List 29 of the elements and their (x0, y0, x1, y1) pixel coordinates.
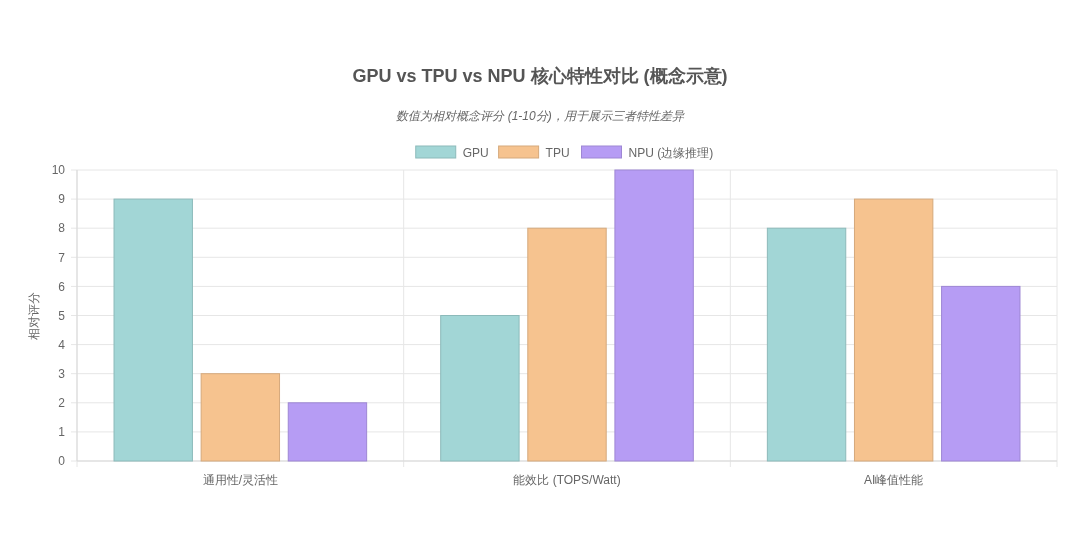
chart-title: GPU vs TPU vs NPU 核心特性对比 (概念示意) (352, 66, 728, 86)
y-tick-label: 2 (58, 396, 66, 410)
bar (766, 227, 847, 462)
y-tick-label: 1 (58, 425, 66, 440)
legend-label: NPU (边缘推理) (628, 145, 714, 160)
legend-label: GPU (462, 145, 489, 160)
y-axis-title: 相对评分 (27, 291, 41, 340)
bar (527, 227, 607, 462)
legend-label: TPU (545, 145, 570, 160)
y-tick-label: 10 (51, 163, 66, 178)
bar (614, 169, 694, 462)
bar (941, 285, 1021, 462)
bar (287, 402, 368, 462)
bar (200, 373, 281, 462)
x-tick-label: 通用性/灵活性 (202, 473, 279, 487)
y-tick-label: 7 (58, 250, 66, 265)
chart-subtitle: 数值为相对概念评分 (1-10分)，用于展示三者特性差异 (396, 109, 685, 123)
x-tick-label: 能效比 (TOPS/Watt) (513, 473, 621, 487)
y-tick-label: 0 (58, 454, 66, 469)
y-tick-label: 8 (58, 221, 66, 236)
y-tick-label: 6 (58, 279, 66, 294)
bar (853, 198, 934, 462)
bar (440, 315, 520, 462)
y-tick-label: 3 (58, 366, 66, 381)
bar (113, 198, 193, 462)
y-tick-label: 5 (58, 308, 66, 323)
x-tick-label: AI峰值性能 (863, 473, 924, 487)
y-tick-label: 4 (58, 337, 66, 352)
y-tick-label: 9 (58, 192, 66, 207)
